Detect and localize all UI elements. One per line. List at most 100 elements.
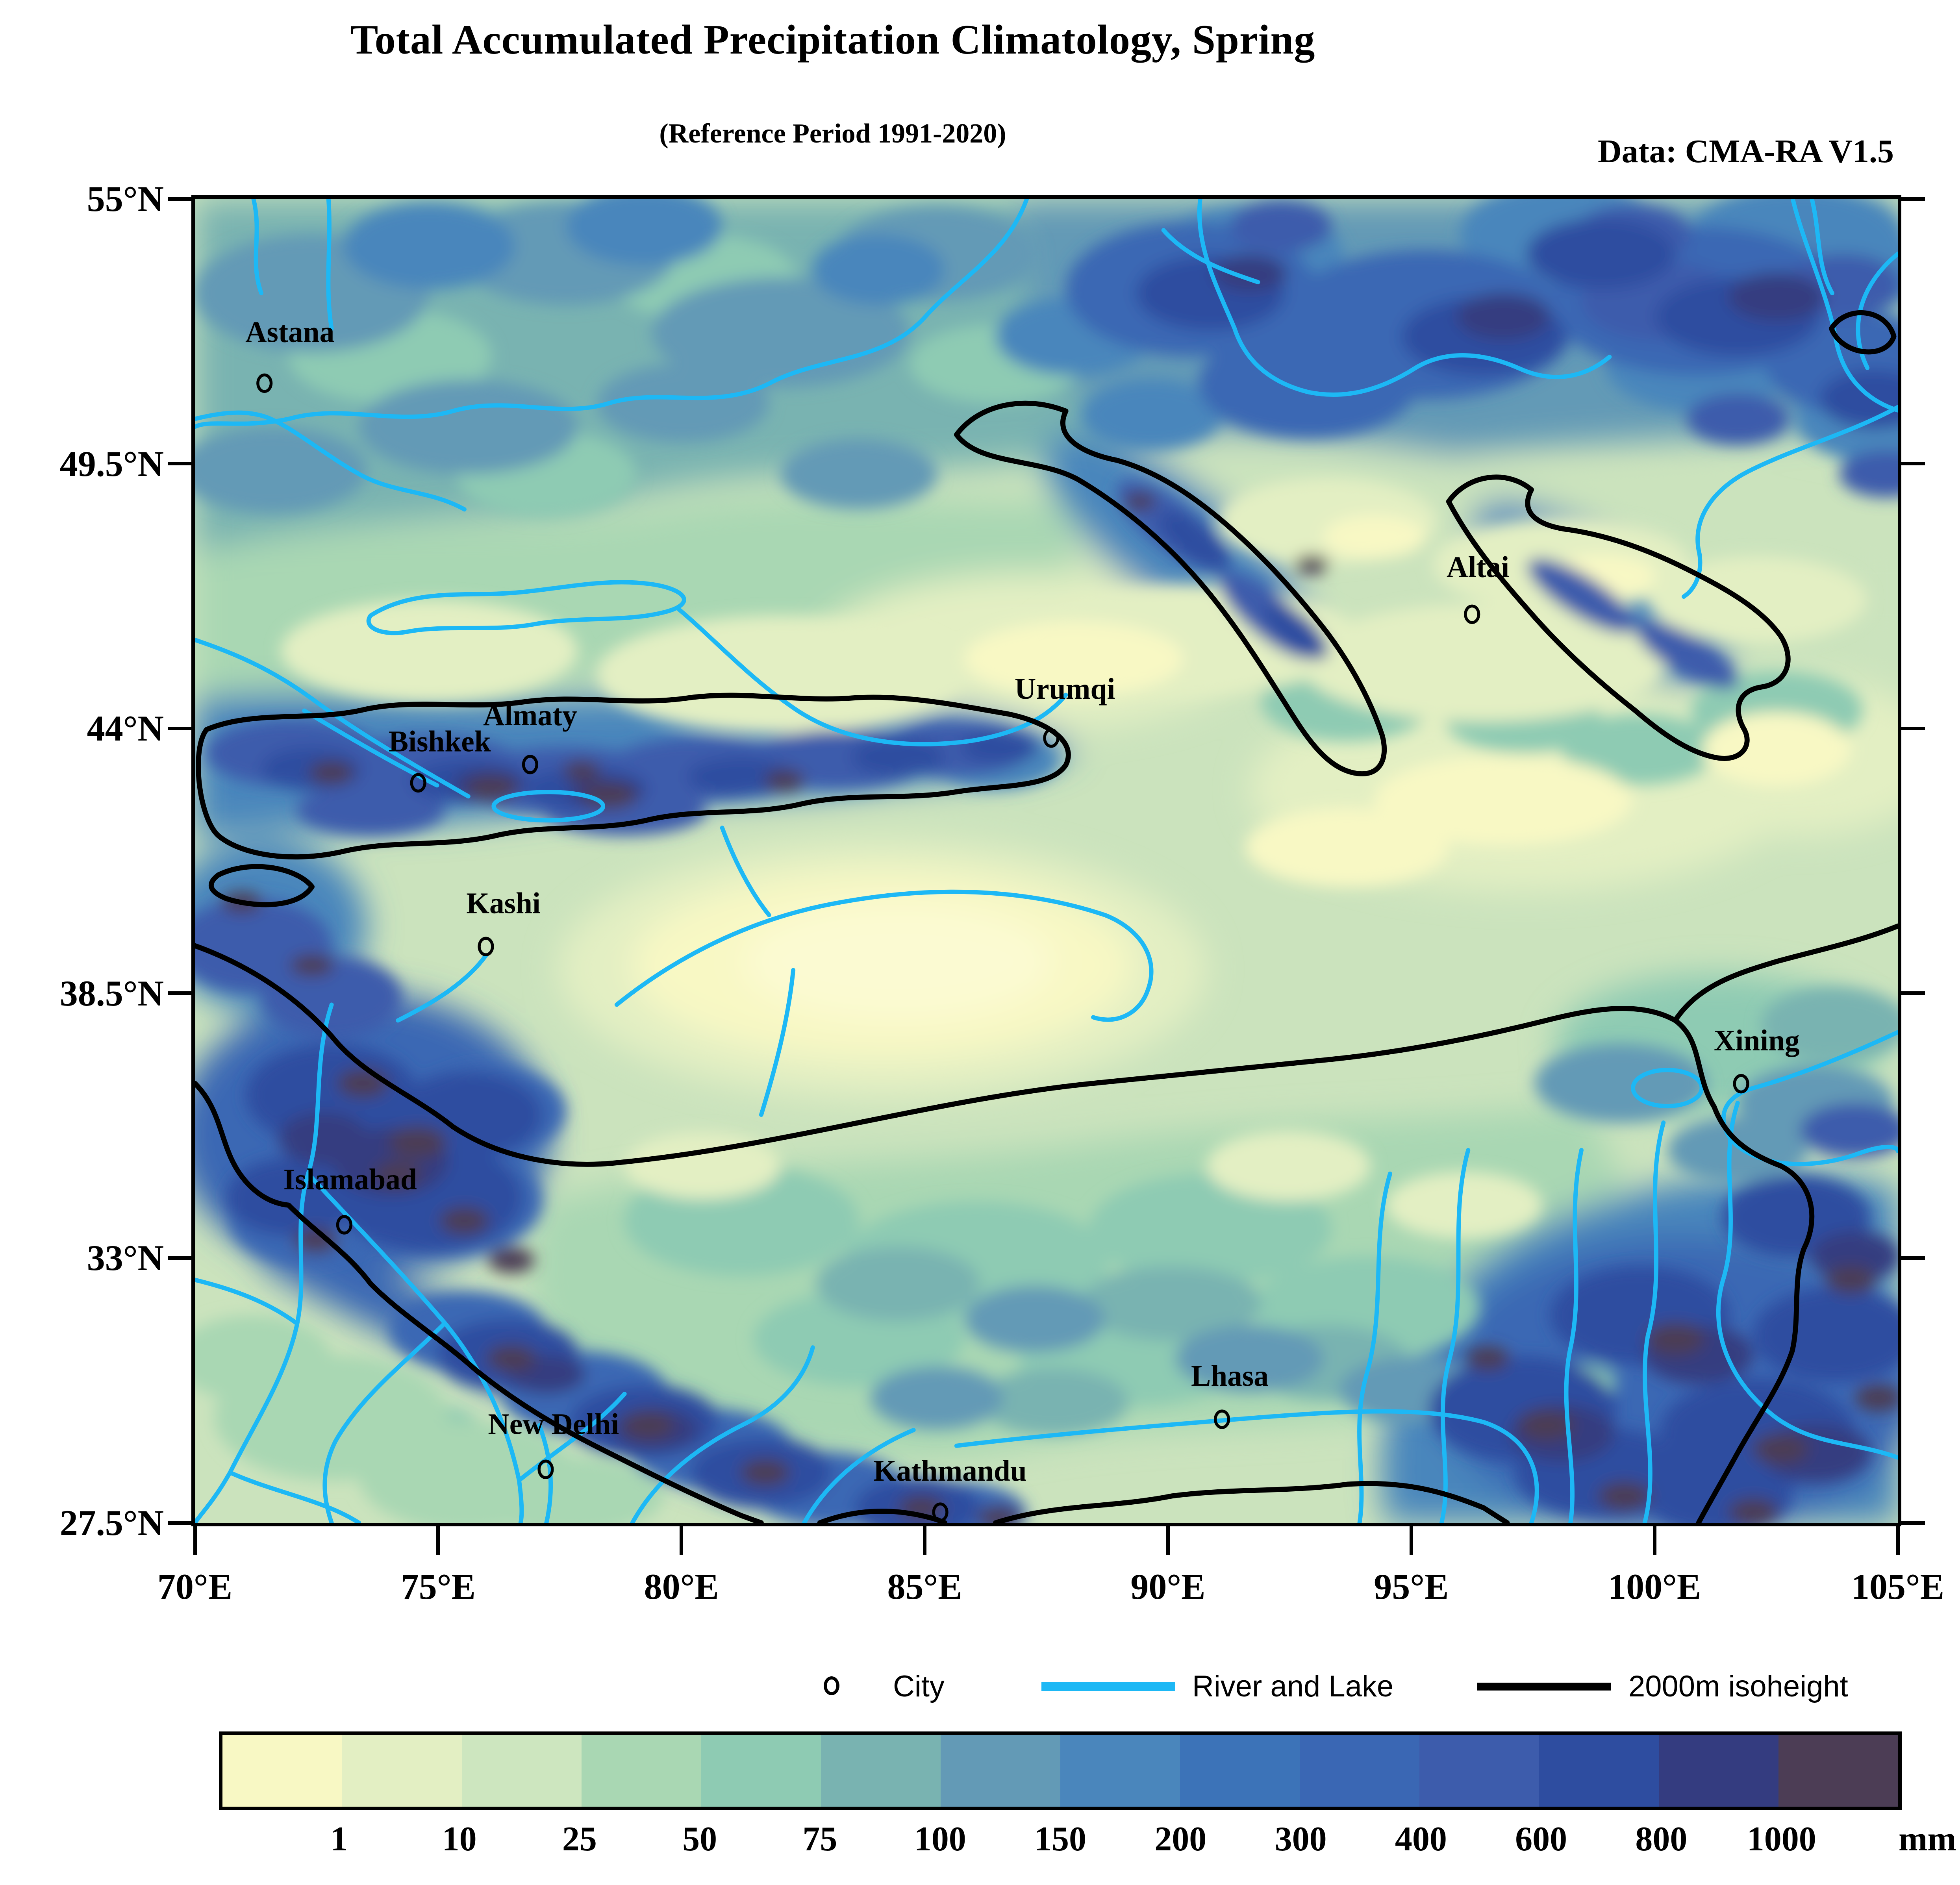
colorbar-tick-label: 50 (682, 1820, 717, 1858)
x-axis-tick (1896, 1526, 1900, 1555)
x-axis-tick (1409, 1526, 1413, 1555)
colorbar-unit-label: mm (1899, 1820, 1956, 1858)
colorbar-tick-label: 200 (1154, 1820, 1207, 1858)
colorbar-segment (342, 1735, 462, 1807)
colorbar-tick-label: 800 (1635, 1820, 1688, 1858)
city-marker-icon (824, 1676, 839, 1695)
y-axis-tick (1900, 991, 1925, 995)
map-frame: Astana Bishkek Almaty Urumqi Altai Kashi Xinin… (191, 195, 1901, 1526)
isoheight-line-icon (1477, 1683, 1611, 1691)
y-axis-tick (168, 991, 193, 995)
colorbar-segment (222, 1735, 342, 1807)
city-label: Urumqi (1015, 673, 1115, 705)
colorbar-tick-label: 300 (1275, 1820, 1327, 1858)
city-label: Lhasa (1191, 1360, 1269, 1392)
y-axis-tick (168, 1256, 193, 1260)
colorbar-tick-label: 150 (1034, 1820, 1086, 1858)
legend-isoheight-label: 2000m isoheight (1628, 1670, 1848, 1703)
city-marker (1733, 1074, 1749, 1094)
colorbar-segment (941, 1735, 1060, 1807)
colorbar-segment (1659, 1735, 1778, 1807)
colorbar-segment (821, 1735, 941, 1807)
colorbar-tick-label: 75 (802, 1820, 837, 1858)
city-label: Bishkek (389, 725, 491, 758)
isoheight-contours (195, 310, 1898, 1523)
city-label: Astana (245, 316, 334, 348)
y-axis-tick (168, 1521, 193, 1525)
city-marker (932, 1502, 949, 1522)
colorbar-segment (1300, 1735, 1419, 1807)
x-axis-tick-label: 100°E (1608, 1567, 1701, 1607)
y-axis-tick-label: 55°N (87, 179, 164, 219)
y-axis-tick (1900, 1256, 1925, 1260)
y-axis-tick (168, 462, 193, 466)
x-axis-tick-label: 70°E (157, 1567, 233, 1607)
x-axis-tick-label: 85°E (887, 1567, 962, 1607)
y-axis-tick-label: 44°N (87, 708, 164, 749)
y-axis-tick-label: 49.5°N (59, 443, 164, 484)
colorbar-segment (462, 1735, 582, 1807)
city-marker (537, 1459, 554, 1479)
city-marker (256, 373, 273, 393)
x-axis-tick-label: 90°E (1130, 1567, 1206, 1607)
y-axis-tick (1900, 197, 1925, 201)
y-axis-tick (1900, 462, 1925, 466)
colorbar-segment (582, 1735, 701, 1807)
legend-city-label: City (893, 1670, 945, 1703)
x-axis-tick-label: 105°E (1851, 1567, 1945, 1607)
x-axis-tick (680, 1526, 684, 1555)
reference-period-subtitle: (Reference Period 1991-2020) (659, 119, 1006, 149)
city-marker (1214, 1409, 1230, 1429)
x-axis-tick (193, 1526, 197, 1555)
city-label: Islamabad (283, 1163, 417, 1196)
city-label: New Delhi (488, 1408, 619, 1441)
city-marker (1464, 604, 1480, 624)
colorbar-tick-label: 25 (562, 1820, 597, 1858)
colorbar-segment (1060, 1735, 1180, 1807)
page-title: Total Accumulated Precipitation Climatol… (350, 17, 1315, 63)
y-axis-tick-label: 38.5°N (59, 973, 164, 1013)
y-axis-tick (1900, 1521, 1925, 1525)
colorbar-segment (701, 1735, 821, 1807)
colorbar-tick-label: 1 (330, 1820, 348, 1858)
colorbar-segment (1180, 1735, 1300, 1807)
x-axis-tick (1652, 1526, 1656, 1555)
legend-river-label: River and Lake (1192, 1670, 1394, 1703)
x-axis-tick (1166, 1526, 1170, 1555)
x-axis-tick-label: 80°E (644, 1567, 719, 1607)
colorbar-tick-label: 600 (1515, 1820, 1567, 1858)
precip-detail-blobs (195, 199, 1898, 1523)
colorbar-segment (1539, 1735, 1659, 1807)
city-label: Xining (1714, 1024, 1800, 1057)
x-axis-tick (436, 1526, 440, 1555)
colorbar-tick-labels: 1 10 25 50 75 100 150 200 300 400 600 800 1000 (219, 1820, 1902, 1867)
colorbar-segment (1778, 1735, 1898, 1807)
city-marker (410, 773, 426, 793)
city-marker (478, 937, 494, 956)
colorbar-tick-label: 100 (914, 1820, 966, 1858)
city-label: Kathmandu (873, 1455, 1027, 1487)
precipitation-colorbar (219, 1731, 1902, 1810)
city-marker (1043, 728, 1060, 748)
colorbar-segment (1419, 1735, 1539, 1807)
y-axis-tick (168, 726, 193, 730)
y-axis-tick-label: 33°N (87, 1238, 164, 1278)
x-axis-tick-label: 95°E (1374, 1567, 1449, 1607)
city-label: Kashi (466, 887, 541, 920)
y-axis-tick (168, 197, 193, 201)
city-marker (336, 1215, 352, 1235)
x-axis-tick-label: 75°E (400, 1567, 476, 1607)
city-label: Altai (1447, 551, 1509, 583)
colorbar-tick-label: 10 (442, 1820, 477, 1858)
x-axis-tick (923, 1526, 927, 1555)
city-label: Almaty (483, 699, 577, 732)
y-axis-tick-label: 27.5°N (59, 1503, 164, 1543)
y-axis-tick (1900, 726, 1925, 730)
data-source-credit: Data: CMA-RA V1.5 (1597, 133, 1894, 170)
river-line-icon (1041, 1682, 1175, 1691)
city-marker (522, 755, 538, 774)
colorbar-tick-label: 400 (1395, 1820, 1447, 1858)
